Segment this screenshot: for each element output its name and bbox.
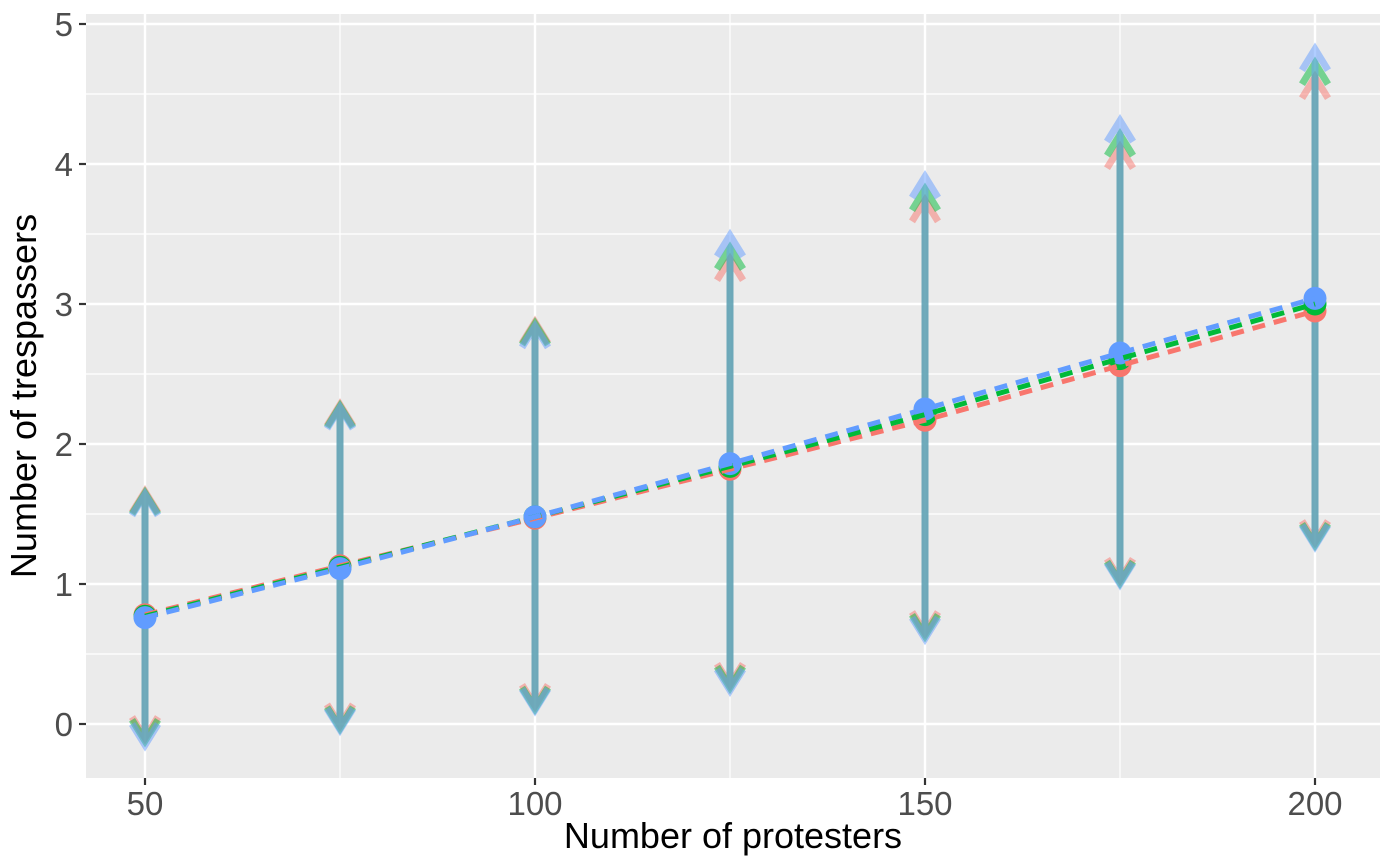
y-tick-label: 4: [55, 146, 73, 183]
x-axis-title: Number of protesters: [564, 815, 902, 856]
y-tick-label: 0: [55, 706, 73, 743]
error-arrows-layer: [129, 42, 1331, 752]
points-layer: [133, 286, 1327, 630]
series-blue-trend-line: [144, 295, 1316, 621]
y-tick-label: 1: [55, 566, 73, 603]
axis-tick-labels: 0 1 2 3 4 5 50 100 150 200: [55, 6, 1343, 822]
y-axis-title: Number of trespassers: [3, 214, 44, 578]
trend-lines-layer: [144, 295, 1316, 621]
x-tick-label: 150: [897, 785, 952, 822]
y-tick-label: 3: [55, 286, 73, 323]
y-tick-label: 5: [55, 6, 73, 43]
axis-ticks: [79, 22, 1317, 785]
y-tick-label: 2: [55, 426, 73, 463]
x-tick-label: 50: [127, 785, 164, 822]
x-tick-label: 100: [507, 785, 562, 822]
x-tick-label: 200: [1287, 785, 1342, 822]
